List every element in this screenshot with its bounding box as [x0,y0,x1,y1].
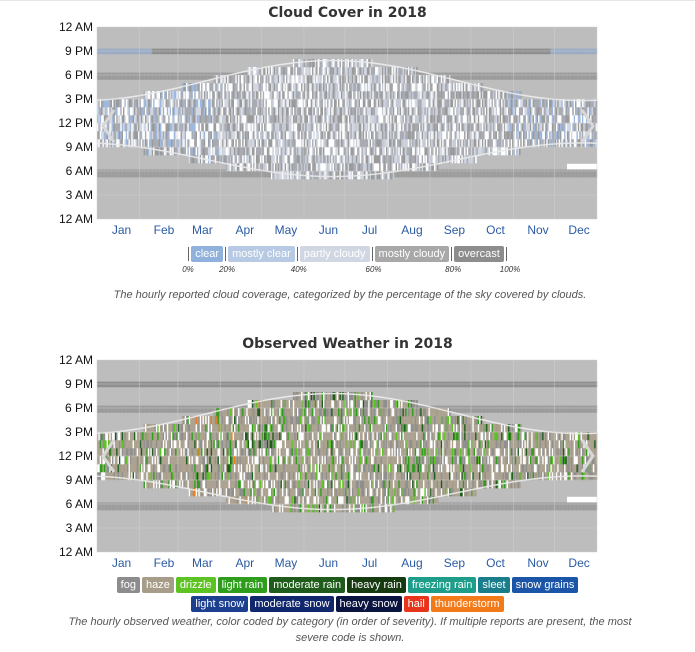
y-tick-label: 6 PM [65,68,93,82]
legend-item: fog [116,577,140,593]
y-tick-label: 12 PM [58,116,93,130]
x-tick-label: Aug [401,556,422,570]
next-arrow-icon-2[interactable] [580,438,596,474]
x-tick-label: Jun [319,223,338,237]
legend-item: heavy snow [335,596,402,612]
y-tick-label: 12 AM [59,20,93,34]
y-tick-label: 6 AM [66,497,93,511]
legend-separator [505,247,507,262]
observed-weather-heatmap: 12 AM 3 AM 6 AM 9 AM 12 PM 3 PM 6 PM 9 PM 12 AM J… [58,353,598,570]
x-tick-label: May [275,223,298,237]
y-tick-label: 12 AM [59,545,93,559]
x-tick-label: May [275,556,298,570]
x-tick-label: Nov [527,556,548,570]
cloud-cover-legend: clear mostly clear partly cloudy mostly clo… [0,246,695,262]
legend-item: heavy rain [347,577,406,593]
next-arrow-icon[interactable] [580,108,596,144]
y-tick-label: 12 AM [59,353,93,367]
y-tick-label: 6 AM [66,164,93,178]
observed-weather-caption: The hourly observed weather, color coded… [68,616,632,644]
y-tick-label: 6 PM [65,401,93,415]
legend-item: mostly cloudy [374,246,450,262]
y-tick-label: 3 PM [65,425,93,439]
x-tick-label: Aug [401,223,422,237]
legend-item: thunderstorm [430,596,504,612]
legend-separator [296,247,298,262]
legend-item: light rain [217,577,268,593]
legend-tick-label: 20% [219,265,236,274]
legend-item: partly cloudy [299,246,370,262]
prev-arrow-icon[interactable] [100,108,116,144]
x-tick-label: Jan [112,556,131,570]
x-tick-label: Oct [486,556,505,570]
legend-tick-label: 0% [182,265,194,274]
legend-item: sleet [478,577,510,593]
x-tick-label: Nov [527,223,548,237]
x-tick-label: Jan [112,223,131,237]
prev-arrow-icon-2[interactable] [100,438,116,474]
legend-item: mostly clear [228,246,295,262]
x-tick-label: Sep [444,223,466,237]
x-tick-label: Mar [192,556,213,570]
legend-item: moderate rain [269,577,346,593]
y-tick-label: 3 AM [66,521,93,535]
y-tick-label: 9 AM [66,140,93,154]
y-tick-label: 12 PM [58,449,93,463]
legend-separator [188,247,190,262]
legend-item: haze [141,577,174,593]
legend-tick-label: 40% [290,265,307,274]
x-tick-label: Jul [362,223,377,237]
cloud-cover-legend-ticks: 0% 20% 40% 60% 80% 100% [0,265,695,277]
legend-separator [225,247,227,262]
legend-item: moderate snow [250,596,334,612]
legend-item: hail [403,596,429,612]
y-tick-label: 3 PM [65,92,93,106]
x-tick-label: Apr [235,223,254,237]
legend-item: light snow [191,596,249,612]
cloud-cover-title: Cloud Cover in 2018 [268,5,427,21]
x-tick-label: Feb [154,556,175,570]
y-tick-label: 3 AM [66,188,93,202]
observed-weather-legend-row1: fog haze drizzle light rain moderate rain hea… [0,577,695,593]
x-tick-label: Apr [235,556,254,570]
legend-separator [371,247,373,262]
legend-tick-label: 60% [365,265,382,274]
observed-weather-title: Observed Weather in 2018 [242,336,453,352]
y-tick-label: 9 AM [66,473,93,487]
legend-item: clear [191,246,224,262]
legend-item: drizzle [175,577,216,593]
y-tick-label: 12 AM [59,212,93,226]
x-tick-label: Feb [154,223,175,237]
legend-tick-label: 80% [445,265,462,274]
observed-weather-legend-row2: light snow moderate snow heavy snow hail thu… [0,596,695,612]
x-tick-label: Dec [568,223,589,237]
x-tick-label: Sep [444,556,466,570]
legend-separator [451,247,453,262]
top-divider [0,0,695,1]
x-tick-label: Jul [362,556,377,570]
legend-item: snow grains [511,577,579,593]
cloud-cover-caption: The hourly reported cloud coverage, cate… [113,289,587,301]
x-tick-label: Mar [192,223,213,237]
legend-item: overcast [454,246,504,262]
x-tick-label: Oct [486,223,505,237]
cloud-cover-heatmap: 12 AM 3 AM 6 AM 9 AM 12 PM 3 PM 6 PM 9 PM 12 AM J… [58,20,598,237]
y-tick-label: 9 PM [65,44,93,58]
x-tick-label: Dec [568,556,589,570]
legend-item: freezing rain [407,577,477,593]
y-tick-label: 9 PM [65,377,93,391]
x-tick-label: Jun [319,556,338,570]
heatmap-cells [97,381,598,513]
legend-tick-label: 100% [499,265,521,274]
